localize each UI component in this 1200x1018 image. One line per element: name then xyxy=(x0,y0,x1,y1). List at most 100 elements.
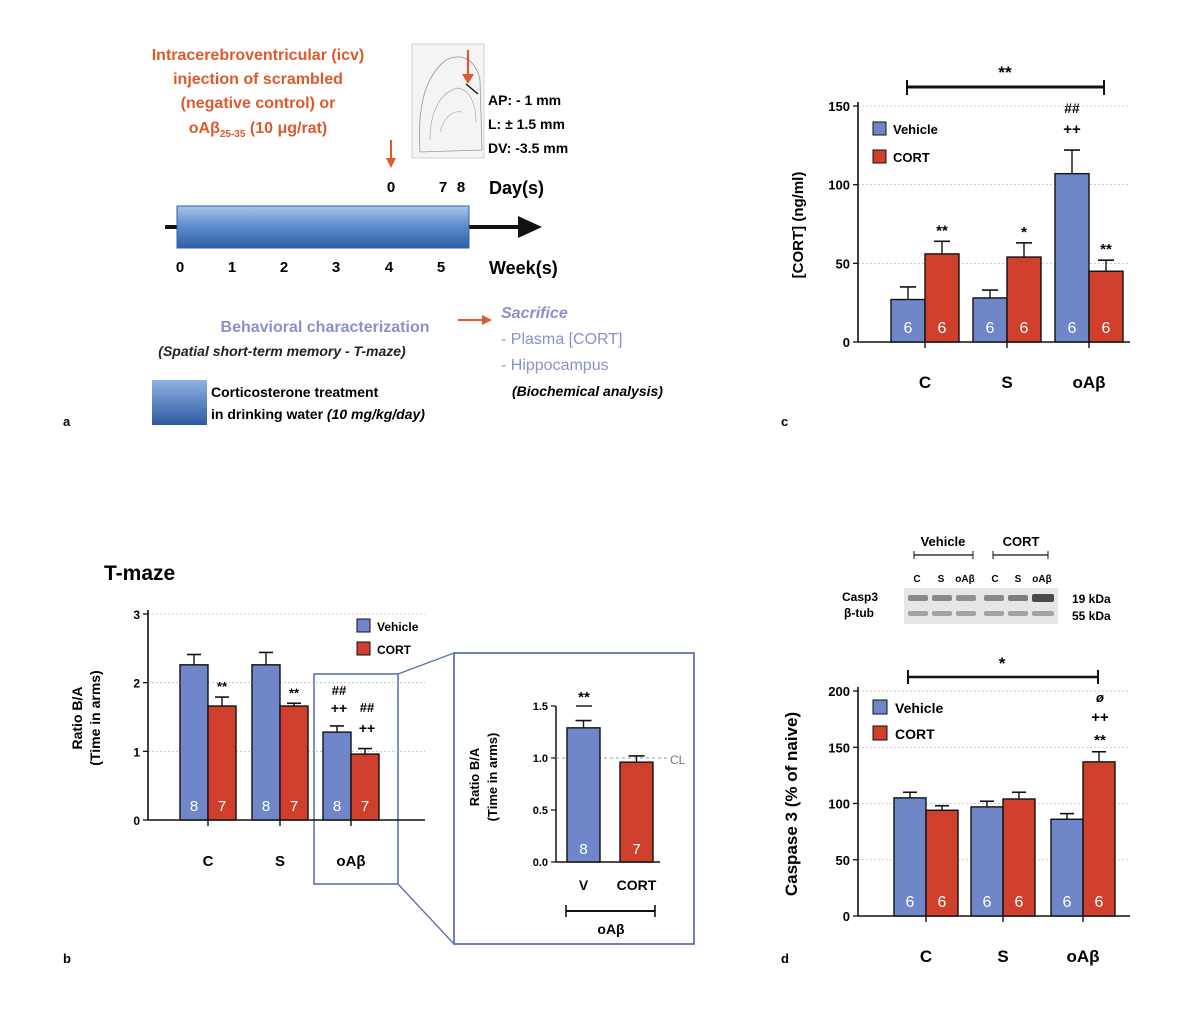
b-zoom-connector-top xyxy=(397,652,455,675)
day-tick-7: 7 xyxy=(439,179,447,196)
b-category-label: S xyxy=(275,853,285,870)
b-zoom-connector-bottom xyxy=(397,883,455,945)
b-n-label: 8 xyxy=(333,798,341,815)
c-oab-vehicle-hash: ## xyxy=(1064,100,1080,116)
c-legend-cort-label: CORT xyxy=(893,150,930,165)
inset-y-tick-label: 1.0 xyxy=(533,753,548,765)
inset-bar-cort xyxy=(619,761,654,863)
c-y-tick-label: 50 xyxy=(836,256,850,271)
b-legend-cort-swatch xyxy=(356,641,371,656)
c-legend-vehicle-swatch xyxy=(872,121,887,136)
c-y-tick-label: 0 xyxy=(843,335,850,350)
blot-row-casp3: Casp3 xyxy=(842,590,878,604)
inset-category-label: CORT xyxy=(617,877,657,893)
b-chart-title: T-maze xyxy=(104,562,175,585)
c-n-label: 6 xyxy=(986,320,995,337)
b-y-axis-title-2: (Time in arms) xyxy=(87,670,103,765)
treatment-period-bar xyxy=(176,205,470,249)
c-bar-cort xyxy=(1088,270,1124,343)
b-n-label: 7 xyxy=(361,798,369,815)
panel-a: Intracerebroventricular (icv) injection … xyxy=(63,43,663,429)
d-n-label: 6 xyxy=(983,894,992,911)
d-category-label: S xyxy=(997,947,1008,966)
behavioral-label: Behavioral characterization xyxy=(221,319,430,336)
d-significance-bracket: * xyxy=(907,654,1099,684)
b-y-axis-title: Ratio B/A xyxy=(69,687,85,750)
inset-group-label: oAβ xyxy=(597,921,625,937)
b-n-label: 7 xyxy=(290,798,298,815)
blot-group-vehicle: Vehicle xyxy=(921,534,966,549)
inset-y-tick-label: 1.5 xyxy=(533,701,548,713)
blot-size-casp3: 19 kDa xyxy=(1072,592,1111,606)
c-bar-vehicle xyxy=(1054,172,1090,343)
d-legend: Vehicle CORT xyxy=(872,699,943,742)
week-tick-4: 4 xyxy=(385,259,394,276)
c-oab-vehicle-plus: ++ xyxy=(1063,121,1081,138)
blot-lane-5: S xyxy=(1015,574,1022,585)
c-significance-bracket: ** xyxy=(906,63,1105,95)
c-category-label: S xyxy=(1001,373,1012,392)
inset-bar-vehicle xyxy=(566,727,601,863)
day-axis-label: Day(s) xyxy=(489,178,544,198)
b-y-tick-label: 3 xyxy=(133,608,140,622)
week-tick-3: 3 xyxy=(332,259,340,276)
d-bar-cort xyxy=(1082,761,1116,917)
c-significance: ** xyxy=(936,222,948,239)
inset-significance: ** xyxy=(578,689,590,706)
c-n-label: 6 xyxy=(938,320,947,337)
d-bar-vehicle xyxy=(1050,818,1084,917)
blot-row-btub: β-tub xyxy=(844,606,874,620)
b-category-label: oAβ xyxy=(336,853,365,870)
b-legend-vehicle-label: Vehicle xyxy=(377,620,419,634)
d-legend-cort-label: CORT xyxy=(895,726,935,742)
day0-arrow xyxy=(386,158,396,168)
d-legend-cort-swatch xyxy=(872,725,888,741)
c-n-label: 6 xyxy=(1068,320,1077,337)
b-zoom-selection xyxy=(313,673,399,885)
d-category-label: oAβ xyxy=(1066,947,1099,966)
c-legend-vehicle-label: Vehicle xyxy=(893,122,938,137)
c-n-label: 6 xyxy=(1020,320,1029,337)
b-significance: ** xyxy=(217,679,228,694)
d-n-label: 6 xyxy=(1015,894,1024,911)
inset-y-tick-label: 0.0 xyxy=(533,857,548,869)
icv-line-2: injection of scrambled xyxy=(173,71,343,88)
sacrifice-sublabel: (Biochemical analysis) xyxy=(512,383,663,399)
d-bracket-star: * xyxy=(999,654,1006,673)
c-bar-vehicle xyxy=(890,298,926,343)
treatment-legend-swatch xyxy=(152,380,207,425)
b-legend-cort-label: CORT xyxy=(377,643,412,657)
b-oab-vehicle-hash: ## xyxy=(332,683,347,698)
inset-y-axis-title-2: (Time in arms) xyxy=(485,733,500,822)
d-category-label: C xyxy=(920,947,932,966)
d-oab-cort-stars: ** xyxy=(1094,732,1106,749)
inset-y-axis-title: Ratio B/A xyxy=(467,747,482,806)
d-y-tick-label: 0 xyxy=(843,909,850,924)
d-y-tick-label: 50 xyxy=(836,853,850,868)
timeline-arrow-head xyxy=(518,216,542,238)
day-tick-0: 0 xyxy=(387,179,395,196)
coord-l: L: ± 1.5 mm xyxy=(488,116,565,132)
panel-b-inset-chart: Ratio B/A (Time in arms) ** CL oAβ 0.0 0.… xyxy=(467,689,686,937)
c-n-label: 6 xyxy=(904,320,913,337)
week-tick-2: 2 xyxy=(280,259,288,276)
icv-line-1: Intracerebroventricular (icv) xyxy=(152,47,365,64)
d-n-label: 6 xyxy=(1095,894,1104,911)
week-axis-label: Week(s) xyxy=(489,258,558,278)
d-bar-vehicle xyxy=(970,806,1004,917)
c-category-label: C xyxy=(919,373,931,392)
panel-letter-c: c xyxy=(781,414,788,429)
icv-line-3: (negative control) or xyxy=(181,95,336,112)
sacrifice-label: Sacrifice xyxy=(501,305,568,322)
b-legend-vehicle-swatch xyxy=(356,618,371,633)
blot-membrane xyxy=(904,588,1058,624)
inset-n-label: 8 xyxy=(579,841,587,858)
d-y-tick-label: 100 xyxy=(828,797,850,812)
b-oab-cort-hash: ## xyxy=(360,700,375,715)
d-y-tick-label: 200 xyxy=(828,684,850,699)
b-inset-frame xyxy=(453,652,695,945)
injection-arrow-head xyxy=(462,74,474,84)
b-oab-vehicle-plus: ++ xyxy=(331,700,347,716)
blot-size-btub: 55 kDa xyxy=(1072,609,1111,623)
